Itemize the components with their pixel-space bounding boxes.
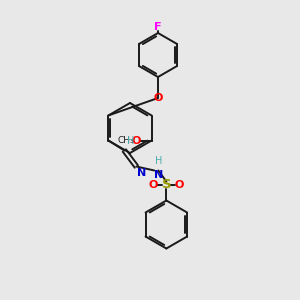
Text: F: F — [154, 22, 162, 32]
Text: N: N — [137, 167, 147, 178]
Text: O: O — [153, 93, 163, 103]
Text: H: H — [155, 155, 163, 166]
Text: O: O — [132, 136, 141, 146]
Text: S: S — [161, 178, 171, 191]
Text: CH₃: CH₃ — [117, 136, 134, 145]
Text: O: O — [149, 179, 158, 190]
Text: O: O — [175, 179, 184, 190]
Text: H: H — [127, 136, 135, 146]
Text: N: N — [154, 169, 164, 179]
